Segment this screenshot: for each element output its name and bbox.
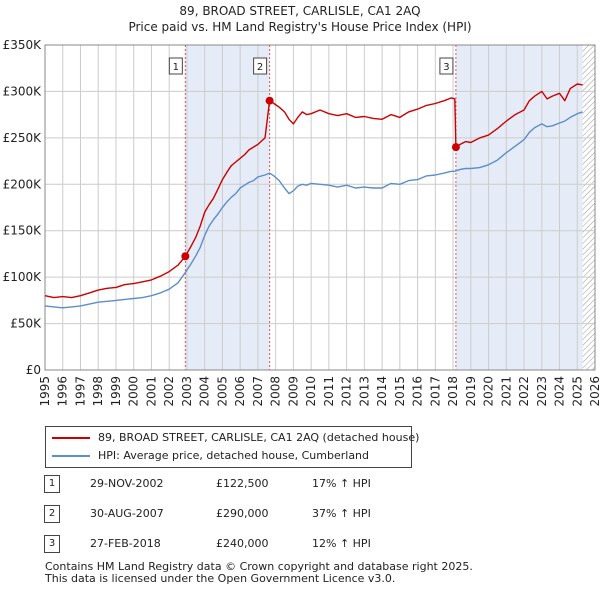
x-tick-label: 1995 bbox=[38, 376, 52, 407]
sale-number-badge: 1 bbox=[44, 475, 60, 493]
sale-number-badge: 3 bbox=[44, 535, 60, 553]
x-tick-label: 1996 bbox=[56, 376, 70, 407]
sale-point bbox=[181, 252, 190, 261]
x-tick-label: 2013 bbox=[357, 376, 371, 407]
sale-row: 2 30-AUG-2007 £290,000 37% ↑ HPI bbox=[40, 505, 560, 523]
x-tick-label: 1997 bbox=[73, 376, 87, 407]
sale-marker-box bbox=[253, 57, 268, 75]
shaded-period bbox=[185, 45, 270, 370]
sale-point bbox=[265, 96, 274, 105]
x-tick-label: 2007 bbox=[251, 376, 265, 407]
x-tick-label: 2018 bbox=[446, 376, 460, 407]
footer-copyright: Contains HM Land Registry data © Crown c… bbox=[45, 560, 473, 573]
sale-date: 30-AUG-2007 bbox=[90, 507, 164, 520]
x-tick-label: 2024 bbox=[553, 376, 567, 407]
x-tick-label: 2010 bbox=[304, 376, 318, 407]
forecast-hatch bbox=[582, 45, 595, 370]
legend: 89, BROAD STREET, CARLISLE, CA1 2AQ (det… bbox=[45, 426, 419, 468]
legend-label-hpi: HPI: Average price, detached house, Cumb… bbox=[98, 449, 370, 462]
x-tick-label: 2008 bbox=[269, 376, 283, 407]
sale-price: £240,000 bbox=[216, 537, 269, 550]
x-tick-label: 1999 bbox=[109, 376, 123, 407]
legend-line-hpi bbox=[52, 455, 90, 457]
x-tick-label: 2014 bbox=[375, 376, 389, 407]
y-tick-label: £50K bbox=[10, 317, 42, 331]
x-tick-label: 2000 bbox=[127, 376, 141, 407]
x-tick-label: 2012 bbox=[340, 376, 354, 407]
x-tick-label: 2017 bbox=[428, 376, 442, 407]
chart-title: 89, BROAD STREET, CARLISLE, CA1 2AQ bbox=[179, 4, 421, 18]
x-tick-label: 2021 bbox=[499, 376, 513, 407]
x-tick-label: 2020 bbox=[482, 376, 496, 407]
sale-marker-box bbox=[439, 57, 454, 75]
sale-point bbox=[451, 143, 460, 152]
x-tick-label: 2019 bbox=[464, 376, 478, 407]
y-tick-label: £100K bbox=[3, 270, 43, 284]
x-tick-label: 2004 bbox=[198, 376, 212, 407]
shaded-period bbox=[455, 45, 583, 370]
x-tick-label: 2001 bbox=[144, 376, 158, 407]
legend-label-property: 89, BROAD STREET, CARLISLE, CA1 2AQ (det… bbox=[98, 431, 420, 444]
y-tick-label: £250K bbox=[3, 131, 43, 145]
sale-row: 1 29-NOV-2002 £122,500 17% ↑ HPI bbox=[40, 475, 560, 493]
sale-marker-label: 3 bbox=[443, 62, 449, 73]
sale-hpi-change: 17% ↑ HPI bbox=[312, 477, 371, 490]
x-tick-label: 2015 bbox=[393, 376, 407, 407]
sale-marker-label: 1 bbox=[173, 62, 179, 73]
legend-line-property bbox=[52, 437, 90, 439]
x-tick-label: 2005 bbox=[215, 376, 229, 407]
x-tick-label: 2006 bbox=[233, 376, 247, 407]
price-chart: £0 £50K £100K £150K £200K £250K £300K £350K 1995… bbox=[3, 38, 600, 407]
property-price-line bbox=[44, 83, 583, 299]
sale-number-badge: 2 bbox=[44, 505, 60, 523]
sale-date: 29-NOV-2002 bbox=[90, 477, 164, 490]
sale-marker-box bbox=[168, 57, 183, 75]
y-tick-label: £300K bbox=[3, 84, 43, 98]
x-tick-label: 2023 bbox=[535, 376, 549, 407]
hpi-line bbox=[44, 111, 583, 309]
x-tick-label: 2026 bbox=[588, 376, 600, 407]
x-tick-label: 2022 bbox=[517, 376, 531, 407]
y-tick-label: £350K bbox=[3, 38, 43, 52]
sale-date: 27-FEB-2018 bbox=[90, 537, 161, 550]
y-tick-label: £0 bbox=[26, 363, 41, 377]
x-tick-label: 2009 bbox=[286, 376, 300, 407]
y-tick-label: £200K bbox=[3, 177, 43, 191]
chart-subtitle: Price paid vs. HM Land Registry's House … bbox=[128, 20, 472, 34]
x-tick-label: 1998 bbox=[91, 376, 105, 407]
x-tick-label: 2025 bbox=[570, 376, 584, 407]
footer-licence: This data is licensed under the Open Gov… bbox=[45, 572, 396, 585]
x-tick-label: 2011 bbox=[322, 376, 336, 407]
x-tick-label: 2002 bbox=[162, 376, 176, 407]
plot-frame bbox=[44, 44, 596, 371]
y-tick-label: £150K bbox=[3, 224, 43, 238]
x-tick-label: 2003 bbox=[180, 376, 194, 407]
sale-hpi-change: 37% ↑ HPI bbox=[312, 507, 371, 520]
sale-marker-label: 2 bbox=[257, 62, 263, 73]
sale-price: £290,000 bbox=[216, 507, 269, 520]
sale-row: 3 27-FEB-2018 £240,000 12% ↑ HPI bbox=[40, 535, 560, 553]
sale-price: £122,500 bbox=[216, 477, 269, 490]
sale-hpi-change: 12% ↑ HPI bbox=[312, 537, 371, 550]
x-tick-label: 2016 bbox=[411, 376, 425, 407]
